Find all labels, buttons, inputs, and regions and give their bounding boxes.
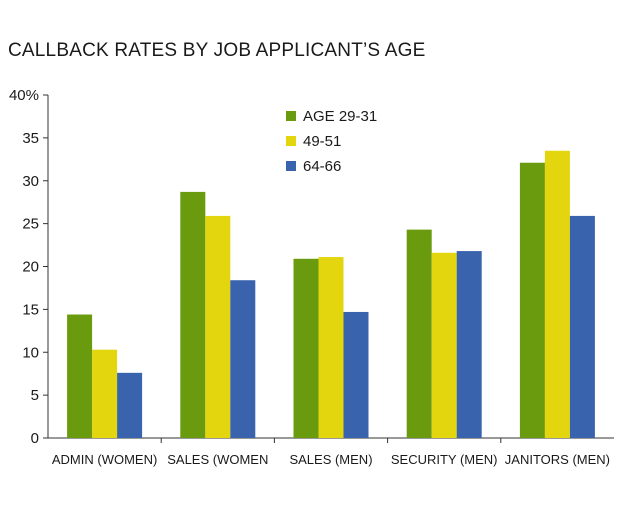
bar [343, 311, 369, 438]
legend-label: 49-51 [303, 133, 341, 150]
chart-title: CALLBACK RATES BY JOB APPLICANT’S AGE [8, 40, 426, 61]
axes: 0 5 10 15 20 25 30 35 40% ADMIN (WOMEN) SALES (WOM… [9, 87, 614, 467]
y-tick-label: 5 [31, 387, 39, 404]
x-category-label: SALES (WOMEN [167, 452, 268, 467]
y-tick-label: 30 [22, 173, 39, 190]
y-tick-label: 15 [22, 301, 39, 318]
bars [67, 150, 595, 439]
y-tick-label: 0 [31, 430, 39, 447]
legend-swatch [286, 161, 296, 171]
bar [544, 150, 570, 439]
bar [180, 191, 206, 438]
bar [293, 258, 319, 438]
bar [67, 314, 93, 438]
y-tick-label: 10 [22, 344, 39, 361]
y-tick-label: 40% [9, 87, 39, 104]
y-tick-label: 25 [22, 216, 39, 233]
legend-swatch [286, 111, 296, 121]
legend: AGE 29-31 49-51 64-66 [286, 108, 377, 175]
x-category-label: SALES (MEN) [289, 452, 372, 467]
x-category-label: JANITORS (MEN) [505, 452, 610, 467]
x-category-label: ADMIN (WOMEN) [52, 452, 157, 467]
bar [230, 280, 256, 438]
bar [92, 349, 118, 438]
bar [406, 229, 432, 438]
y-tick-label: 35 [22, 130, 39, 147]
bar [431, 252, 457, 438]
y-tick-label: 20 [22, 259, 39, 276]
bar [456, 251, 482, 438]
legend-swatch [286, 136, 296, 146]
legend-label: AGE 29-31 [303, 108, 377, 125]
bar [117, 372, 143, 438]
bar [569, 215, 595, 438]
legend-label: 64-66 [303, 158, 341, 175]
bar [519, 162, 545, 438]
bar [205, 215, 231, 438]
x-category-label: SECURITY (MEN) [391, 452, 498, 467]
bar [318, 257, 344, 438]
